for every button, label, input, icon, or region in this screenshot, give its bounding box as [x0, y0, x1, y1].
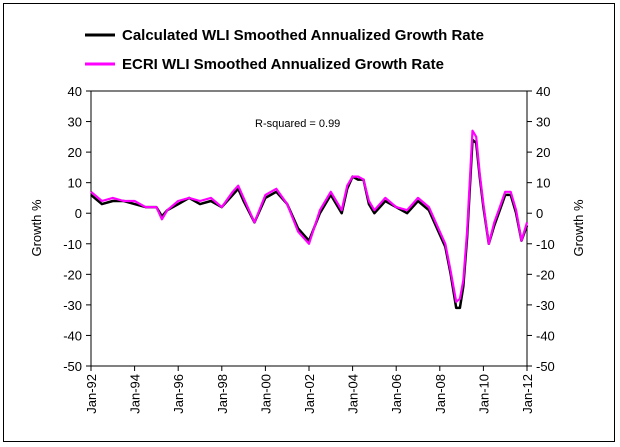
- y-tick-label-right: -20: [536, 267, 555, 282]
- series-layer: [90, 129, 529, 310]
- y-axis-title-left: Growth %: [29, 199, 44, 257]
- y-tick-label-left: 30: [68, 115, 82, 130]
- y-tick-label-left: 0: [75, 206, 82, 221]
- y-tick-label-right: -30: [536, 298, 555, 313]
- y-tick-label-right: -10: [536, 237, 555, 252]
- x-tick-label: Jan-94: [128, 374, 143, 414]
- x-axis: Jan-92 Jan-94 Jan-96 Jan-98 Jan-00 Jan-02 Jan-…: [84, 366, 535, 414]
- x-tick-label: Jan-08: [433, 374, 448, 414]
- y-tick-label-right: -50: [536, 359, 555, 374]
- x-tick-label: Jan-06: [389, 374, 404, 414]
- y-axis-title-right: Growth %: [571, 199, 586, 257]
- y-tick-label-left: 10: [68, 176, 82, 191]
- x-tick-label: Jan-02: [302, 374, 317, 414]
- y-tick-label-left: 20: [68, 145, 82, 160]
- y-tick-label-left: -10: [63, 237, 82, 252]
- series-line-ecri: [90, 129, 529, 303]
- series-line-calculated: [90, 138, 529, 310]
- y-tick-label-right: 40: [536, 84, 550, 99]
- y-tick-label-left: -30: [63, 298, 82, 313]
- y-tick-label-right: 30: [536, 115, 550, 130]
- x-tick-label: Jan-92: [84, 374, 99, 414]
- x-tick-label: Jan-96: [171, 374, 186, 414]
- x-tick-label: Jan-98: [215, 374, 230, 414]
- y-tick-label-left: -20: [63, 267, 82, 282]
- r-squared-annotation: R-squared = 0.99: [255, 118, 340, 130]
- x-tick-label: Jan-10: [476, 374, 491, 414]
- y-tick-label-left: -40: [63, 328, 82, 343]
- x-tick-label: Jan-04: [346, 374, 361, 414]
- x-tick-label: Jan-00: [258, 374, 273, 414]
- y-tick-label-right: -40: [536, 328, 555, 343]
- x-tick-label: Jan-12: [520, 374, 535, 414]
- plot-area: [90, 90, 528, 367]
- y-axis-left: -50 -40 -30 -20 -10 0 10 20 30 40: [63, 84, 91, 374]
- y-tick-label-right: 20: [536, 145, 550, 160]
- y-tick-label-left: 40: [68, 84, 82, 99]
- legend: Calculated WLI Smoothed Annualized Growt…: [85, 27, 484, 73]
- legend-label-calculated: Calculated WLI Smoothed Annualized Growt…: [122, 27, 484, 44]
- legend-label-ecri: ECRI WLI Smoothed Annualized Growth Rate: [122, 56, 444, 73]
- y-tick-label-right: 0: [536, 206, 543, 221]
- y-tick-label-right: 10: [536, 176, 550, 191]
- y-axis-right: -50 -40 -30 -20 -10 0 10 20 30 40: [527, 84, 555, 374]
- y-tick-label-left: -50: [63, 359, 82, 374]
